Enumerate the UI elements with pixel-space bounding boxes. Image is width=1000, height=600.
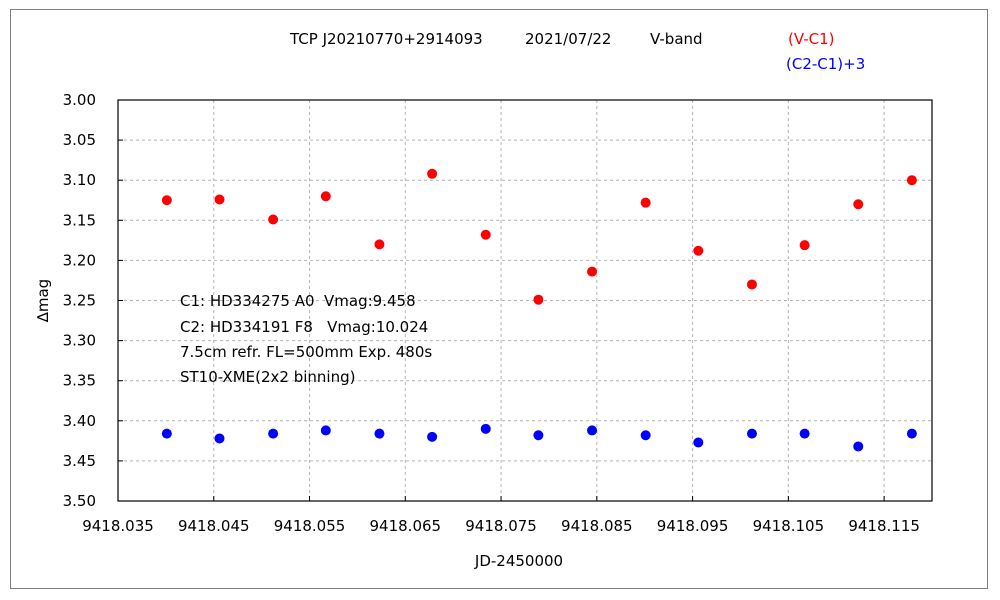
data-point-c2-c1 bbox=[427, 431, 438, 442]
data-point-v-c1 bbox=[746, 279, 757, 290]
data-point-v-c1 bbox=[161, 195, 172, 206]
data-point-v-c1 bbox=[906, 175, 917, 186]
x-tick-label: 9418.075 bbox=[465, 517, 537, 535]
chart-title-date: 2021/07/22 bbox=[525, 30, 612, 48]
data-point-v-c1 bbox=[480, 229, 491, 240]
y-tick-label: 3.15 bbox=[63, 211, 96, 229]
data-point-c2-c1 bbox=[374, 428, 385, 439]
data-point-c2-c1 bbox=[268, 428, 279, 439]
note-comparison-star-c1: C1: HD334275 A0 Vmag:9.458 bbox=[180, 292, 416, 310]
data-point-c2-c1 bbox=[746, 428, 757, 439]
chart-title-object: TCP J20210770+2914093 bbox=[290, 30, 483, 48]
legend-series-v-c1: (V-C1) bbox=[788, 30, 835, 48]
data-point-v-c1 bbox=[374, 239, 385, 250]
y-tick-label: 3.05 bbox=[63, 131, 96, 149]
x-tick-label: 9418.035 bbox=[82, 517, 154, 535]
y-axis-label: ∆mag bbox=[34, 279, 52, 323]
chart-title-band: V-band bbox=[650, 30, 703, 48]
data-point-c2-c1 bbox=[320, 425, 331, 436]
y-tick-label: 3.50 bbox=[63, 492, 96, 510]
data-point-c2-c1 bbox=[214, 433, 225, 444]
note-camera-binning: ST10-XME(2x2 binning) bbox=[180, 368, 356, 386]
y-tick-label: 3.40 bbox=[63, 412, 96, 430]
data-point-v-c1 bbox=[853, 199, 864, 210]
data-point-v-c1 bbox=[533, 294, 544, 305]
data-point-c2-c1 bbox=[906, 428, 917, 439]
plot-area-border bbox=[117, 99, 933, 502]
legend-series-c2-c1: (C2-C1)+3 bbox=[786, 55, 866, 73]
x-tick-label: 9418.085 bbox=[561, 517, 633, 535]
note-check-star-c2: C2: HD334191 F8 Vmag:10.024 bbox=[180, 318, 429, 336]
data-point-v-c1 bbox=[640, 197, 651, 208]
x-tick-label: 9418.045 bbox=[178, 517, 250, 535]
y-tick-label: 3.20 bbox=[63, 251, 96, 269]
data-point-c2-c1 bbox=[480, 423, 491, 434]
y-tick-label: 3.10 bbox=[63, 171, 96, 189]
data-point-v-c1 bbox=[427, 168, 438, 179]
x-axis-label: JD-2450000 bbox=[474, 552, 563, 570]
y-tick-label: 3.35 bbox=[63, 372, 96, 390]
x-tick-label: 9418.115 bbox=[848, 517, 920, 535]
note-telescope-exposure: 7.5cm refr. FL=500mm Exp. 480s bbox=[180, 343, 433, 361]
data-point-v-c1 bbox=[693, 245, 704, 256]
data-point-c2-c1 bbox=[161, 428, 172, 439]
data-point-v-c1 bbox=[587, 266, 598, 277]
y-tick-label: 3.45 bbox=[63, 452, 96, 470]
x-tick-label: 9418.055 bbox=[274, 517, 346, 535]
y-tick-label: 3.30 bbox=[63, 332, 96, 350]
data-point-v-c1 bbox=[214, 194, 225, 205]
data-point-c2-c1 bbox=[853, 441, 864, 452]
data-point-c2-c1 bbox=[533, 430, 544, 441]
chart-frame bbox=[10, 9, 988, 589]
data-point-c2-c1 bbox=[799, 428, 810, 439]
x-tick-label: 9418.105 bbox=[753, 517, 825, 535]
x-tick-label: 9418.065 bbox=[370, 517, 442, 535]
data-point-c2-c1 bbox=[640, 430, 651, 441]
x-tick-label: 9418.095 bbox=[657, 517, 729, 535]
y-tick-label: 3.00 bbox=[63, 91, 96, 109]
data-point-v-c1 bbox=[799, 240, 810, 251]
data-point-v-c1 bbox=[320, 191, 331, 202]
data-point-c2-c1 bbox=[693, 437, 704, 448]
y-tick-label: 3.25 bbox=[63, 292, 96, 310]
data-point-c2-c1 bbox=[587, 425, 598, 436]
data-point-v-c1 bbox=[268, 214, 279, 225]
